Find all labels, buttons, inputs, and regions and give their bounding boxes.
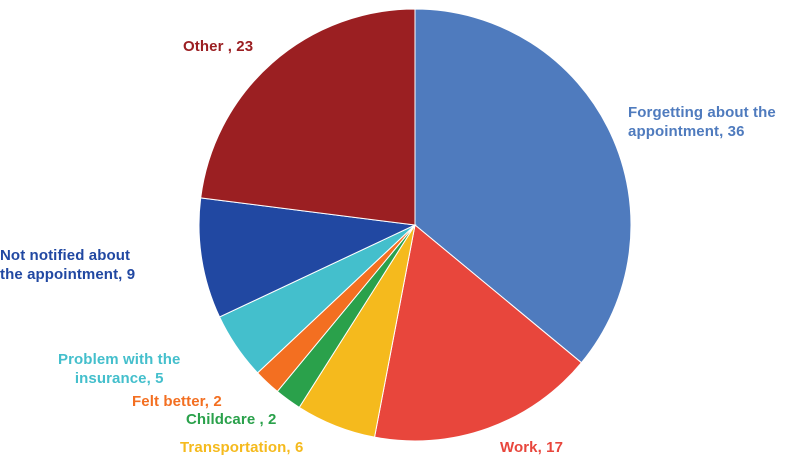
slice-label-not-notified: Not notified about the appointment, 9 — [0, 247, 136, 283]
slice-label-transportation: Transportation, 6 — [180, 439, 304, 456]
slice-label-childcare: Childcare , 2 — [186, 411, 277, 428]
pie-slice-work — [373, 224, 583, 442]
slice-label-felt-better: Felt better, 2 — [132, 393, 222, 410]
slice-label-work: Work, 17 — [500, 439, 564, 456]
pie-slice-other — [200, 8, 416, 226]
pie-slice-forgetting-about-the-appointment — [414, 8, 632, 364]
slice-label-other: Other , 23 — [183, 38, 254, 55]
pie-slice-not-notified-about-the-appointment — [198, 197, 417, 318]
slice-label-forgetting: Forgetting about the appointment, 36 — [628, 104, 776, 140]
slice-label-insurance: Problem with the insurance, 5 — [58, 351, 181, 387]
